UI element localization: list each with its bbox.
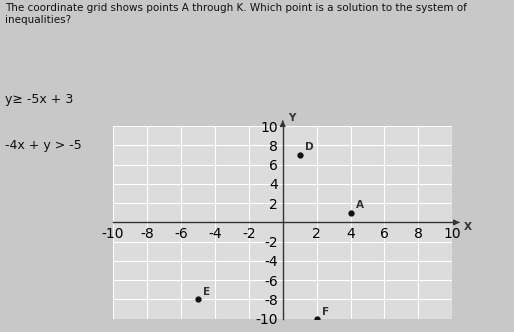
Text: -4x + y > -5: -4x + y > -5 <box>5 139 82 152</box>
Text: y≥ -5x + 3: y≥ -5x + 3 <box>5 93 74 106</box>
Text: A: A <box>356 200 363 210</box>
Text: F: F <box>322 307 329 317</box>
Text: D: D <box>305 142 314 152</box>
Text: E: E <box>203 287 210 297</box>
Text: X: X <box>464 222 472 232</box>
Text: The coordinate grid shows points A through K. Which point is a solution to the s: The coordinate grid shows points A throu… <box>5 3 467 25</box>
Text: Y: Y <box>288 113 295 124</box>
